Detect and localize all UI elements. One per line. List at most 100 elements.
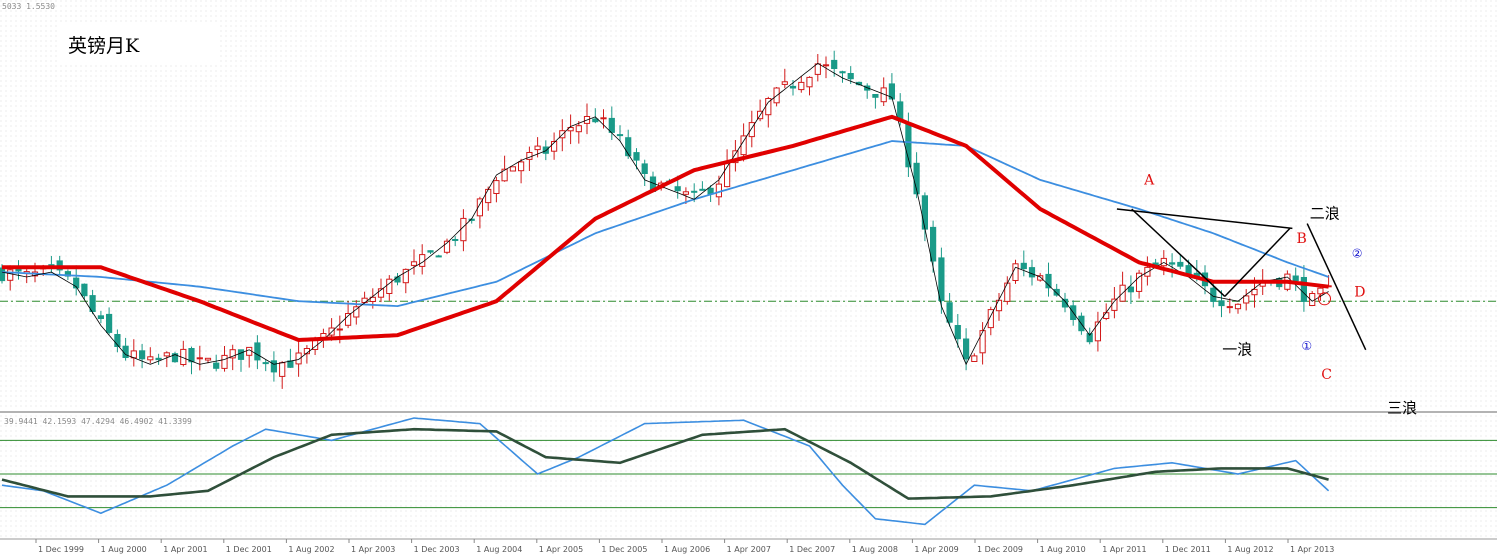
candle-body [1292,275,1299,282]
x-tick-label: 1 Apr 2009 [914,545,958,554]
candle-body [682,191,689,195]
candle-body [822,64,830,67]
candle-body [460,217,467,242]
candle-body [1020,262,1027,270]
candle-body [831,59,838,70]
candle-body [106,313,113,333]
x-tick-label: 1 Dec 2001 [226,545,272,554]
x-tick-label: 1 Apr 2003 [351,545,395,554]
candle-body [987,309,994,329]
candle-body [600,117,607,120]
wave-trendlines [1116,208,1367,351]
candle-body [1061,298,1069,308]
candle-body [748,122,755,138]
candle-body [798,81,805,91]
price-readout: 5033 1.5530 [2,2,55,11]
candle-body [641,163,648,174]
candle-body [254,342,261,361]
x-tick-label: 1 Dec 1999 [38,545,84,554]
candle-body [691,190,698,193]
candle-body [888,83,895,100]
candle-body [806,76,813,88]
candle-body [674,186,681,192]
candle-body [147,356,154,361]
candle-body [930,226,937,262]
candle-body [204,357,212,361]
x-tick-label: 1 Dec 2009 [977,545,1023,554]
candle-body [921,195,928,230]
candle-body [427,250,434,253]
candle-body [1086,333,1093,343]
x-tick-label: 1 Dec 2007 [789,545,835,554]
x-tick-label: 1 Apr 2005 [539,545,583,554]
x-tick-label: 1 Aug 2002 [288,545,334,554]
oscillator-panel-background [0,414,1497,539]
x-tick-label: 1 Apr 2013 [1290,545,1334,554]
oscillator-readout: 39.9441 42.1593 47.4294 46.4902 41.3399 [4,417,192,426]
candle-body [1028,267,1036,278]
candle-body [196,357,203,360]
candle-body [369,296,376,302]
oscillator-levels [0,439,1497,509]
candle-body [781,81,788,85]
candle-body [0,267,6,282]
ma-red-thick [2,114,1329,343]
wave-annotation-label: A [1143,173,1155,189]
candle-body [97,315,105,319]
candle-body [551,141,558,152]
candle-body [443,240,451,253]
x-tick-label: 1 Aug 2008 [852,545,898,554]
candle-body [608,117,615,133]
wave-trendline [1306,223,1367,351]
candle-body [592,118,599,123]
x-tick-label: 1 Aug 2010 [1040,545,1086,554]
candle-body [1053,288,1060,296]
candle-body [971,355,978,362]
candle-body [625,137,632,157]
candle-body [221,354,228,369]
candle-body [15,268,22,272]
candle-body [509,166,516,172]
candle-body [139,350,146,360]
candle-body [979,330,986,354]
price-panel-background [0,0,1497,410]
candle-body [279,362,286,377]
x-tick-label: 1 Apr 2011 [1102,545,1146,554]
stochastic-main-line [1,427,1329,500]
oscillator-lines [1,417,1330,526]
candle-body [575,125,582,133]
x-tick-label: 1 Aug 2006 [664,545,710,554]
candle-body [410,261,418,266]
candle-body [542,146,549,154]
moving-average-lines [1,62,1329,366]
candle-body [336,328,343,331]
candle-body [435,255,442,258]
x-tick-label: 1 Aug 2000 [101,545,147,554]
candle-body [872,94,879,98]
candle-body [1251,288,1258,296]
candle-body [81,283,88,297]
x-tick-label: 1 Apr 2007 [727,545,771,554]
wave-annotation-label: C [1321,367,1332,383]
candle-body [229,349,236,359]
candle-body [995,299,1003,312]
wave-annotation-label: ② [1352,247,1363,261]
candle-body [518,161,525,172]
candle-body [213,362,220,369]
candle-body [73,277,80,289]
candle-body [262,362,269,365]
candle-body [946,302,953,323]
candle-body [724,161,731,188]
candle-body [246,346,253,356]
candle-body [789,85,797,89]
candle-body [1012,263,1019,281]
candle-body [155,357,162,361]
candle-body [402,268,409,284]
candle-body [1045,273,1052,289]
candle-body [89,295,96,313]
candle-body [476,198,483,217]
candle-body [270,360,277,373]
candle-body [1234,303,1242,310]
candle-body [526,152,533,160]
